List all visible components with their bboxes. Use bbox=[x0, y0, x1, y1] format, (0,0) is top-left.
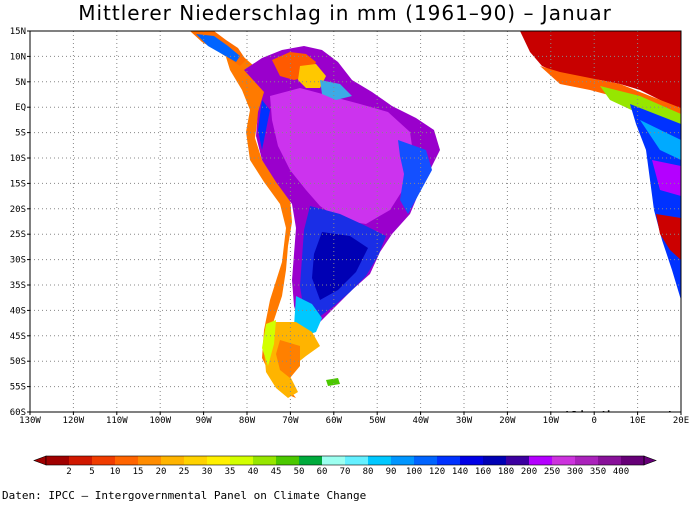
colorbar-swatch bbox=[69, 456, 93, 465]
lat-tick-label: 55S bbox=[10, 383, 26, 393]
colorbar-swatch bbox=[368, 456, 392, 465]
graticule bbox=[30, 31, 681, 412]
colorbar-label: 80 bbox=[363, 467, 374, 477]
lat-tick-label: 50S bbox=[10, 357, 26, 367]
colorbar-swatch bbox=[115, 456, 139, 465]
lat-tick-label: 35S bbox=[10, 281, 26, 291]
colorbar-label: 140 bbox=[452, 467, 468, 477]
lon-tick-label: 120W bbox=[63, 416, 85, 426]
lat-tick-label: 5N bbox=[15, 78, 26, 88]
colorbar-label: 25 bbox=[179, 467, 190, 477]
colorbar-legend: 2 5 10 15 20 25 30 35 40 45 50 60 70 80 90 100 120 140 160… bbox=[33, 455, 657, 477]
colorbar-swatch bbox=[184, 456, 208, 465]
colorbar-swatch bbox=[483, 456, 507, 465]
map-title: Mittlerer Niederschlag in mm (1961–90) –… bbox=[78, 1, 612, 25]
lon-tick-label: 40W bbox=[412, 416, 429, 426]
data-source-note: Daten: IPCC – Intergovernmental Panel on… bbox=[2, 489, 367, 502]
colorbar-label: 90 bbox=[386, 467, 397, 477]
lat-tick-label: 10S bbox=[10, 154, 26, 164]
colorbar-swatch bbox=[437, 456, 461, 465]
lat-tick-label: 30S bbox=[10, 256, 26, 266]
colorbar-swatch bbox=[276, 456, 300, 465]
colorbar-swatch bbox=[299, 456, 323, 465]
colorbar-label: 45 bbox=[271, 467, 282, 477]
colorbar-swatch bbox=[230, 456, 254, 465]
lat-tick-label: 45S bbox=[10, 332, 26, 342]
lat-tick-label: EQ bbox=[15, 103, 26, 113]
colorbar-label: 2 bbox=[66, 467, 71, 477]
colorbar-label: 120 bbox=[429, 467, 445, 477]
colorbar-label: 180 bbox=[498, 467, 514, 477]
colorbar-label: 400 bbox=[613, 467, 629, 477]
watermark: www.klimadiagramme.de bbox=[539, 409, 678, 422]
lon-tick-label: 70W bbox=[282, 416, 299, 426]
colorbar-swatch bbox=[414, 456, 438, 465]
lon-tick-label: 10E bbox=[629, 416, 645, 426]
lat-tick-label: 20S bbox=[10, 205, 26, 215]
lat-tick-label: 25S bbox=[10, 230, 26, 240]
lon-tick-label: 80W bbox=[239, 416, 256, 426]
colorbar-label: 100 bbox=[406, 467, 422, 477]
colorbar-swatch bbox=[552, 456, 576, 465]
map-frame bbox=[29, 30, 682, 413]
colorbar-swatch bbox=[138, 456, 162, 465]
lon-tick-label: 20E bbox=[673, 416, 689, 426]
colorbar-swatch bbox=[207, 456, 231, 465]
colorbar-label: 300 bbox=[567, 467, 583, 477]
colorbar-label: 200 bbox=[521, 467, 537, 477]
colorbar-label: 20 bbox=[156, 467, 167, 477]
south-america-landmass bbox=[222, 44, 440, 398]
colorbar-swatch bbox=[460, 456, 484, 465]
falkland-islands bbox=[326, 378, 340, 386]
colorbar-label: 10 bbox=[110, 467, 121, 477]
africa-landmass bbox=[520, 31, 681, 300]
colorbar-label: 30 bbox=[202, 467, 213, 477]
colorbar-swatch bbox=[529, 456, 553, 465]
map-plot-area: www.klimadiagramme.de bbox=[30, 31, 681, 422]
lon-tick-label: 100W bbox=[149, 416, 171, 426]
lon-tick-label: 20W bbox=[499, 416, 516, 426]
colorbar-label: 50 bbox=[294, 467, 305, 477]
lon-tick-label: 60W bbox=[326, 416, 343, 426]
colorbar-swatch bbox=[391, 456, 415, 465]
lat-tick-label: 5S bbox=[15, 129, 26, 139]
colorbar-label: 60 bbox=[317, 467, 328, 477]
lat-tick-label: 10N bbox=[10, 52, 26, 62]
colorbar-outline bbox=[45, 455, 645, 466]
lon-tick-label: 30W bbox=[456, 416, 473, 426]
lon-tick-label: 110W bbox=[106, 416, 128, 426]
lon-tick-label: 90W bbox=[195, 416, 212, 426]
colorbar-label: 5 bbox=[89, 467, 94, 477]
colorbar-swatch bbox=[92, 456, 116, 465]
colorbar-label: 350 bbox=[590, 467, 606, 477]
colorbar-max-arrow bbox=[643, 455, 657, 466]
lon-tick-label: 10W bbox=[543, 416, 560, 426]
colorbar-swatch bbox=[598, 456, 622, 465]
colorbar-label: 40 bbox=[248, 467, 259, 477]
colorbar-label: 15 bbox=[133, 467, 144, 477]
longitude-axis: 130W 120W 110W 100W 90W 80W 70W 60W 50W 40W 30W 20W… bbox=[19, 412, 689, 426]
colorbar-swatch bbox=[345, 456, 369, 465]
colorbar-label: 250 bbox=[544, 467, 560, 477]
colorbar-swatch bbox=[322, 456, 346, 465]
colorbar-label: 160 bbox=[475, 467, 491, 477]
lat-tick-label: 15S bbox=[10, 179, 26, 189]
colorbar-min-arrow bbox=[33, 455, 47, 466]
colorbar-swatch bbox=[506, 456, 530, 465]
latitude-axis: 15N 10N 5N EQ 5S 10S 15S 20S 25S 30S 35S 40S 45S 50S 5… bbox=[10, 27, 30, 418]
lon-tick-label: 50W bbox=[369, 416, 386, 426]
lon-tick-label: 130W bbox=[19, 416, 41, 426]
colorbar-label: 35 bbox=[225, 467, 236, 477]
colorbar-swatch bbox=[46, 456, 70, 465]
colorbar-label: 70 bbox=[340, 467, 351, 477]
colorbar-swatch bbox=[575, 456, 599, 465]
lon-tick-label: 0 bbox=[591, 416, 596, 426]
colorbar-swatch bbox=[621, 456, 645, 465]
colorbar-swatch bbox=[253, 456, 277, 465]
lat-tick-label: 15N bbox=[10, 27, 26, 37]
lat-tick-label: 40S bbox=[10, 306, 26, 316]
lat-tick-label: 60S bbox=[10, 408, 26, 418]
colorbar-swatch bbox=[161, 456, 185, 465]
